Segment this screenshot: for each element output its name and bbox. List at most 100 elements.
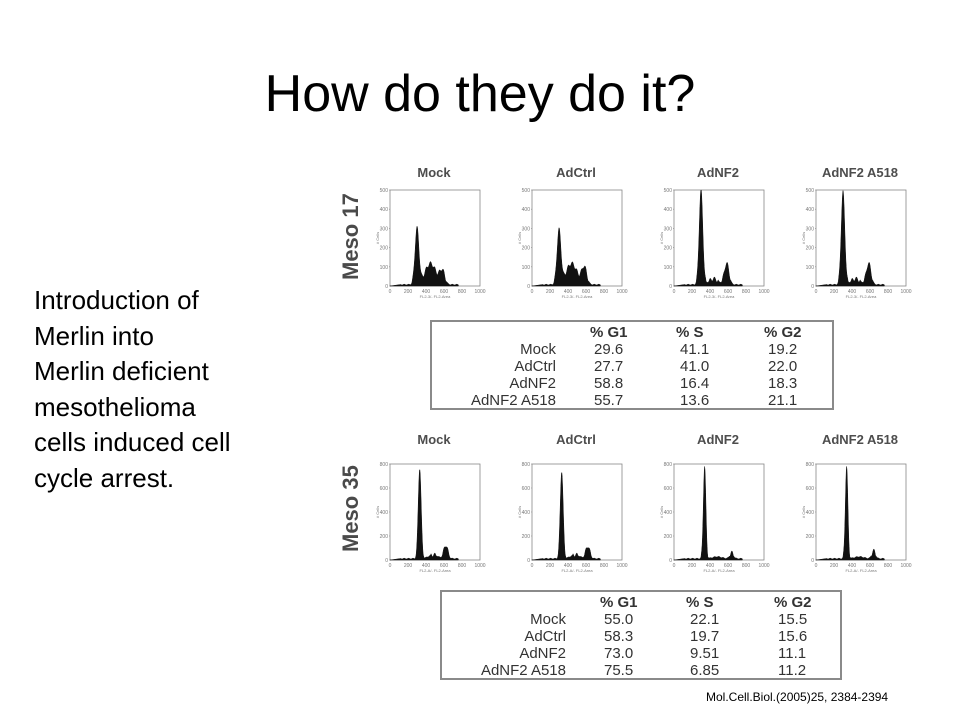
intro-text: Introduction of Merlin into Merlin defic… — [34, 283, 334, 496]
cell-line-label: Meso 17 — [338, 193, 363, 280]
y-tick-label: 400 — [522, 510, 531, 516]
y-tick-label: 400 — [522, 207, 531, 213]
x-tick-label: 1000 — [758, 563, 769, 569]
histogram-area — [673, 466, 743, 561]
cell-value-g2: 18.3 — [768, 375, 798, 392]
x-tick-label: 400 — [848, 563, 857, 569]
y-tick-label: 300 — [522, 226, 531, 232]
y-tick-label: 100 — [664, 265, 673, 271]
x-tick-label: 0 — [531, 289, 534, 295]
cell-value-g2: 11.1 — [778, 645, 807, 662]
y-axis-label: # Cells — [659, 506, 664, 518]
histogram-area — [389, 469, 459, 561]
histogram-area — [815, 466, 885, 561]
x-axis-label: FL2-3/- FL2-Area — [420, 294, 451, 299]
row-label: AdNF2 A518 — [470, 392, 556, 409]
cell-value-g1: 75.5 — [604, 662, 634, 679]
x-tick-label: 0 — [673, 289, 676, 295]
panel-title: AdNF2 A518 — [821, 165, 899, 180]
column-header: % G1 — [600, 594, 638, 611]
intro-line: Introduction of — [34, 285, 199, 315]
y-tick-label: 600 — [664, 486, 673, 492]
y-tick-label: 500 — [380, 188, 389, 194]
y-tick-label: 0 — [669, 284, 672, 290]
panel-title: AdCtrl — [556, 165, 596, 180]
x-tick-label: 400 — [422, 289, 431, 295]
panel-title: AdNF2 — [697, 432, 739, 447]
y-tick-label: 400 — [806, 207, 815, 213]
x-tick-label: 800 — [600, 563, 609, 569]
x-axis-label: FL2-A/- FL2-Area — [561, 568, 593, 573]
intro-line: mesothelioma — [34, 391, 196, 422]
cell-value-g1: 58.3 — [604, 628, 634, 645]
y-tick-label: 800 — [380, 462, 389, 468]
x-tick-label: 0 — [673, 563, 676, 569]
histogram-panel: 800 600 400 200 00 200 400 600 800 1000 FL2-A/- FL… — [659, 462, 770, 573]
cell-value-s: 6.85 — [690, 662, 720, 679]
y-tick-label: 200 — [380, 534, 389, 540]
plot-frame — [531, 463, 623, 561]
plot-frame — [389, 463, 481, 561]
cell-value-g2: 21.1 — [768, 392, 798, 409]
y-tick-label: 0 — [669, 558, 672, 564]
y-tick-label: 0 — [811, 284, 814, 290]
y-tick-label: 400 — [806, 510, 815, 516]
histogram-panel: 800 600 400 200 00 200 400 600 800 1000 FL2-A/- FL… — [801, 462, 912, 573]
cell-value-g1: 73.0 — [604, 645, 634, 662]
table-row: AdCtrl 27.7 41.0 22.0 — [432, 358, 832, 377]
intro-line: cells induced cell — [34, 427, 231, 457]
x-tick-label: 1000 — [900, 289, 911, 295]
cell-value-s: 22.1 — [690, 611, 720, 628]
table-row: AdNF2 A518 55.7 13.6 21.1 — [432, 392, 832, 411]
x-tick-label: 0 — [815, 563, 818, 569]
x-tick-label: 200 — [404, 289, 413, 295]
y-tick-label: 0 — [385, 558, 388, 564]
y-tick-label: 100 — [806, 265, 815, 271]
panel-title: AdNF2 — [697, 165, 739, 180]
y-tick-label: 600 — [522, 486, 531, 492]
x-tick-label: 800 — [458, 289, 467, 295]
histogram-area — [531, 472, 601, 561]
y-tick-label: 800 — [806, 462, 815, 468]
y-tick-label: 600 — [806, 486, 815, 492]
x-tick-label: 800 — [600, 289, 609, 295]
x-tick-label: 1000 — [758, 289, 769, 295]
row-label: AdCtrl — [524, 628, 566, 645]
y-axis-label: # Cells — [801, 232, 806, 244]
cell-value-g1: 29.6 — [594, 341, 624, 358]
x-tick-label: 1000 — [616, 563, 627, 569]
table-header: % G1 % S % G2 — [432, 324, 832, 343]
y-tick-label: 300 — [806, 226, 815, 232]
cell-cycle-table: % G1 % S % G2 Mock 55.0 22.1 15.5 AdCtrl 58.3 19.… — [440, 590, 842, 680]
x-tick-label: 400 — [706, 289, 715, 295]
y-axis-label: # Cells — [801, 506, 806, 518]
x-tick-label: 1000 — [474, 289, 485, 295]
table-header: % G1 % S % G2 — [442, 594, 840, 613]
panel-title: AdNF2 A518 — [821, 432, 899, 447]
y-tick-label: 300 — [664, 226, 673, 232]
y-tick-label: 200 — [522, 534, 531, 540]
cell-value-s: 41.1 — [680, 341, 710, 358]
x-tick-label: 1000 — [474, 563, 485, 569]
y-tick-label: 300 — [380, 226, 389, 232]
intro-line: Merlin deficient — [34, 356, 209, 386]
x-tick-label: 400 — [848, 289, 857, 295]
x-tick-label: 600 — [866, 563, 875, 569]
x-axis-label: FL2-3/- FL2-Area — [562, 294, 593, 299]
y-axis-label: # Cells — [517, 506, 522, 518]
y-tick-label: 500 — [522, 188, 531, 194]
x-tick-label: 600 — [724, 563, 733, 569]
cell-value-s: 9.51 — [690, 645, 720, 662]
y-tick-label: 0 — [811, 558, 814, 564]
histogram-panel: 800 600 400 200 00 200 400 600 800 1000 FL2-A/- FL… — [375, 462, 486, 573]
x-tick-label: 600 — [582, 563, 591, 569]
cell-value-g2: 22.0 — [768, 358, 798, 375]
y-tick-label: 400 — [380, 207, 389, 213]
y-tick-label: 200 — [664, 246, 673, 252]
y-tick-label: 500 — [806, 188, 815, 194]
x-tick-label: 400 — [706, 563, 715, 569]
histogram-panel: 800 600 400 200 00 200 400 600 800 1000 FL2-A/- FL… — [517, 462, 628, 573]
y-tick-label: 200 — [806, 246, 815, 252]
